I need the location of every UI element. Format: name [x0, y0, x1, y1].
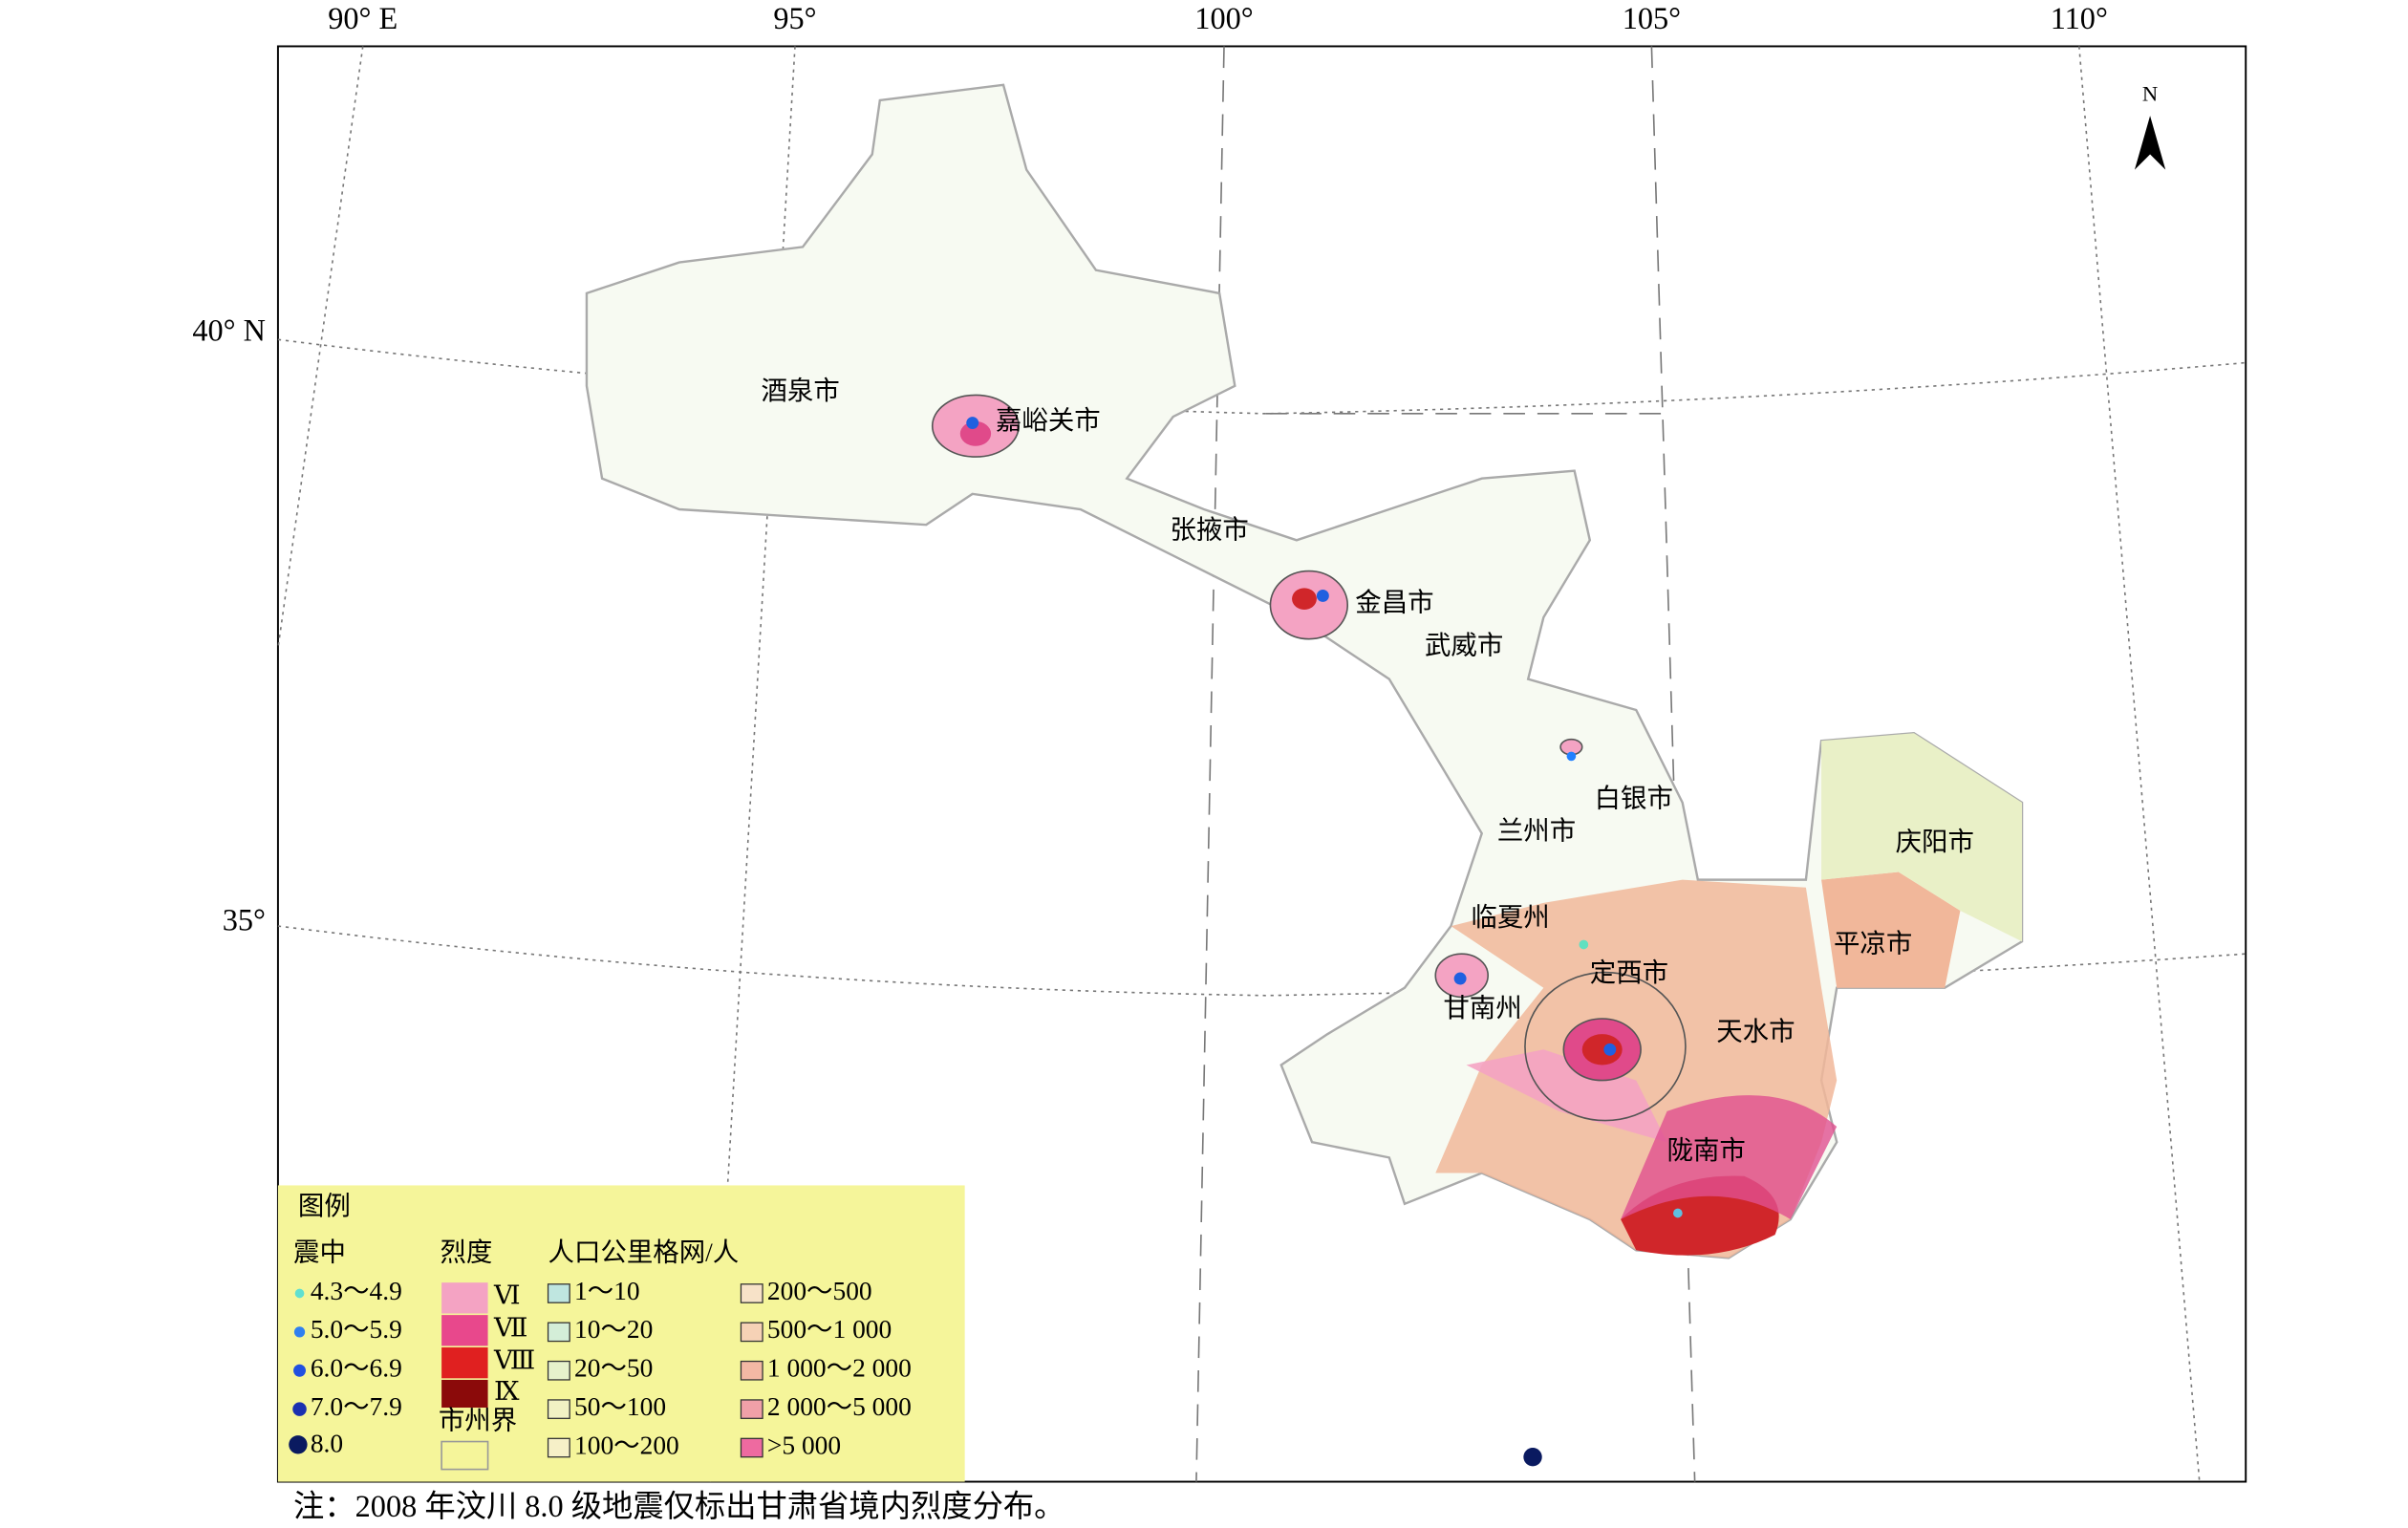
city-label: 兰州市 — [1497, 816, 1576, 845]
legend-swatch — [441, 1379, 488, 1409]
legend-label: Ⅸ — [494, 1377, 520, 1406]
intensity-zone — [1466, 1049, 1667, 1143]
epicenter — [1453, 972, 1467, 985]
legend-title: 图例 — [298, 1192, 351, 1220]
legend-label: 500～1 000 — [767, 1315, 892, 1344]
lon-label: 110° — [2051, 1, 2108, 35]
epicenter — [1566, 751, 1577, 762]
intensity-zone — [959, 420, 992, 446]
legend-heading: 烈度 — [440, 1237, 492, 1266]
legend-label: Ⅵ — [493, 1281, 521, 1310]
legend-symbol — [289, 1435, 308, 1454]
legend-label: 市州界 — [439, 1406, 517, 1434]
lon-label: 95° — [773, 1, 816, 35]
legend-label: 1 000～2 000 — [767, 1354, 912, 1383]
city-label: 甘南州 — [1443, 994, 1521, 1022]
epicenter — [1579, 939, 1589, 950]
lat-label: 35° — [223, 902, 266, 936]
legend-swatch — [740, 1283, 763, 1303]
legend-label: 10～20 — [574, 1315, 653, 1344]
legend-swatch — [740, 1360, 763, 1381]
city-label: 定西市 — [1590, 958, 1668, 987]
city-label: 嘉峪关市 — [996, 406, 1101, 435]
legend-label: 20～50 — [574, 1354, 653, 1383]
legend-box — [277, 1185, 965, 1482]
legend-swatch — [441, 1315, 488, 1346]
legend-label: 6.0～6.9 — [311, 1354, 402, 1383]
intensity-zone — [1524, 971, 1687, 1122]
epicenter — [1673, 1208, 1683, 1218]
north-arrow — [2134, 116, 2166, 170]
city-label: 酒泉市 — [761, 377, 839, 405]
legend-symbol — [294, 1288, 305, 1299]
legend: 图例 震中 烈度 人口公里格网/人 4.3～4.9 5.0～5.9 6.0～6.… — [277, 1185, 965, 1482]
population-dense-area — [1821, 872, 1961, 988]
legend-swatch — [547, 1437, 570, 1458]
population-legend: 1～10 10～20 20～50 50～100 100～200 200～500 500～1 … — [547, 1277, 912, 1459]
legend-label: Ⅷ — [493, 1345, 535, 1374]
legend-swatch — [740, 1322, 763, 1343]
city-label: 平凉市 — [1834, 929, 1912, 958]
legend-label: 200～500 — [767, 1277, 872, 1305]
lon-label: 90° E — [328, 1, 398, 35]
legend-label: 7.0～7.9 — [311, 1392, 402, 1421]
lat-label: 40° N — [192, 312, 266, 347]
legend-label: Ⅶ — [493, 1314, 527, 1343]
legend-swatch — [740, 1399, 763, 1419]
legend-swatch — [547, 1399, 570, 1419]
population-area — [1821, 733, 2023, 942]
legend-symbol — [292, 1402, 307, 1416]
lon-label: 100° — [1194, 1, 1253, 35]
city-label: 天水市 — [1716, 1017, 1795, 1045]
legend-label: 5.0～5.9 — [311, 1315, 402, 1344]
legend-swatch — [547, 1283, 570, 1303]
map-frame — [276, 45, 2247, 1483]
note: 注：2008 年汶川 8.0 级地震仅标出甘肃省境内烈度分布。 — [293, 1489, 1064, 1523]
city-label: 武威市 — [1425, 632, 1503, 660]
city-label: 白银市 — [1595, 785, 1673, 813]
legend-label: 2 000～5 000 — [767, 1392, 912, 1421]
epicenter — [1603, 1043, 1617, 1056]
epicenter — [1316, 589, 1329, 602]
epicenter — [966, 417, 979, 430]
legend-label: 4.3～4.9 — [311, 1277, 402, 1305]
intensity-zone — [1292, 588, 1317, 610]
legend-symbol — [293, 1364, 306, 1377]
city-label: 张掖市 — [1170, 516, 1248, 545]
legend-label: 8.0 — [311, 1430, 343, 1458]
intensity-zone — [1581, 1034, 1623, 1065]
city-label: 临夏州 — [1471, 903, 1549, 932]
lon-label: 105° — [1623, 1, 1681, 35]
legend-label: >5 000 — [767, 1431, 841, 1459]
legend-swatch — [740, 1437, 763, 1458]
legend-label: 1～10 — [574, 1277, 640, 1305]
legend-heading: 震中 — [293, 1237, 346, 1266]
legend-label: 50～100 — [574, 1392, 666, 1421]
legend-swatch — [441, 1347, 488, 1379]
north-label: N — [2142, 81, 2158, 105]
epicenter — [1523, 1448, 1542, 1467]
city-label: 陇南市 — [1667, 1136, 1746, 1165]
legend-symbol — [293, 1326, 306, 1338]
legend-swatch — [441, 1282, 488, 1314]
legend-label: 100～200 — [574, 1431, 679, 1459]
legend-swatch — [547, 1322, 570, 1343]
legend-heading: 人口公里格网/人 — [548, 1237, 740, 1266]
city-label: 庆阳市 — [1896, 828, 1974, 856]
legend-swatch — [547, 1360, 570, 1381]
intensity-zone — [1621, 1095, 1838, 1219]
legend-swatch — [441, 1440, 489, 1471]
city-label: 金昌市 — [1355, 588, 1433, 616]
